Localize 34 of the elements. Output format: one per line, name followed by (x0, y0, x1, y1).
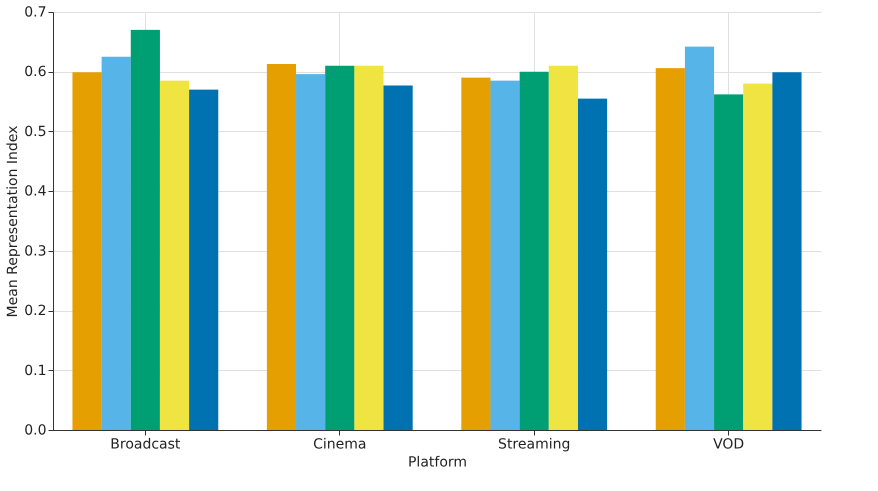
bar (490, 80, 520, 430)
y-axis-title: Mean Representation Index (5, 126, 22, 318)
bar (266, 64, 296, 430)
bar (520, 72, 549, 430)
x-tick-label: Broadcast (110, 436, 181, 452)
bar (102, 56, 131, 430)
bar (189, 90, 218, 430)
bar (72, 72, 102, 430)
x-tick-label: Cinema (313, 436, 366, 452)
x-tick-label: VOD (713, 436, 744, 452)
x-axis-title: Platform (408, 454, 468, 470)
y-tick-label: 0.7 (24, 4, 46, 20)
bar (714, 94, 744, 430)
y-tick-label: 0.1 (24, 362, 46, 379)
y-tick-label: 0.2 (24, 303, 46, 320)
bar (130, 30, 160, 430)
y-tick-label: 0.4 (24, 184, 47, 200)
y-tick-label: 0.0 (24, 422, 46, 438)
bar (354, 66, 384, 430)
bar (578, 98, 608, 430)
y-tick-label: 0.5 (24, 124, 46, 140)
y-tick-label: 0.3 (24, 243, 46, 260)
y-tick-label: 0.6 (24, 64, 47, 80)
bar (772, 72, 802, 430)
bar (656, 68, 685, 430)
bar (160, 80, 190, 430)
x-tick-label: Streaming (498, 436, 570, 452)
bar (461, 78, 490, 430)
bar (296, 74, 326, 430)
bar (684, 46, 714, 430)
bar (743, 84, 772, 430)
bar (384, 85, 413, 430)
bar (325, 66, 354, 430)
bar (548, 66, 578, 430)
